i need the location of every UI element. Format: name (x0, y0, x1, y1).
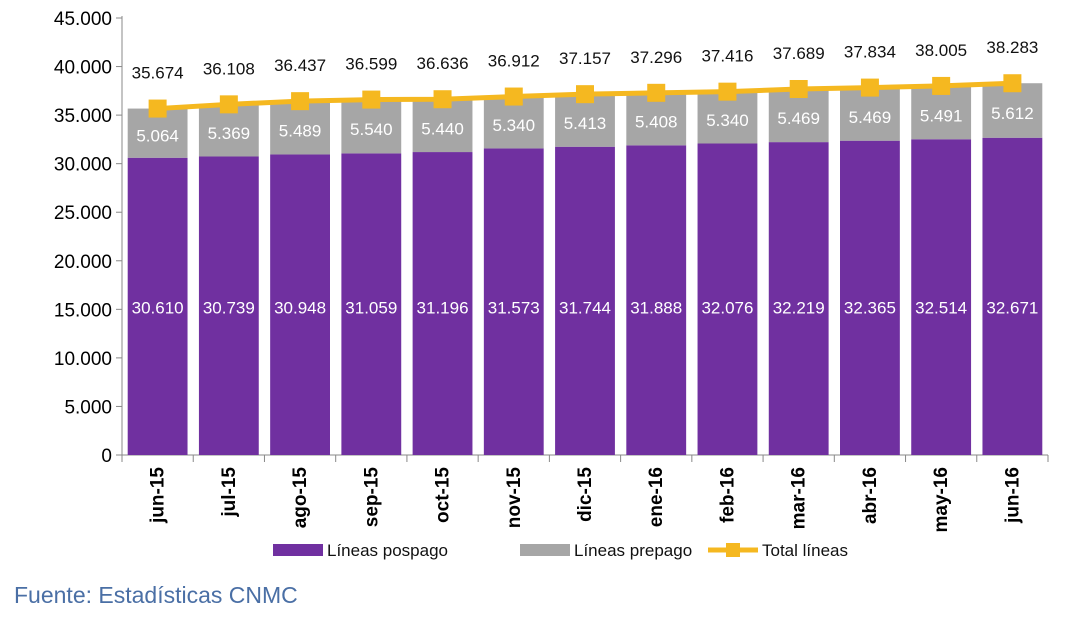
bar-pospago (270, 154, 330, 455)
x-tick-label: feb-16 (717, 467, 738, 523)
total-marker (718, 82, 737, 101)
y-tick-label: 10.000 (54, 349, 112, 370)
label-prepago: 5.369 (208, 124, 251, 143)
label-pospago: 32.365 (844, 298, 896, 317)
bar-pospago (198, 156, 259, 455)
y-tick-label: 30.000 (54, 155, 112, 176)
legend-label: Líneas pospago (327, 541, 448, 560)
x-tick-label: nov-15 (504, 467, 525, 529)
legend-swatch (520, 544, 570, 556)
x-tick-label: jun-15 (148, 467, 169, 524)
label-total: 36.599 (345, 55, 397, 74)
bar-pospago (840, 140, 900, 455)
label-prepago: 5.408 (635, 113, 678, 132)
label-pospago: 30.948 (274, 298, 326, 317)
label-pospago: 31.744 (559, 298, 611, 317)
bar-pospago (626, 145, 687, 455)
x-tick-label: ene-16 (646, 467, 667, 527)
label-prepago: 5.612 (991, 104, 1034, 123)
y-tick-label: 40.000 (54, 58, 112, 79)
label-total: 37.689 (773, 44, 825, 63)
label-pospago: 30.739 (203, 298, 255, 317)
x-tick-label: sep-15 (361, 467, 382, 528)
label-prepago: 5.540 (350, 120, 393, 139)
total-marker (789, 79, 808, 98)
x-tick-label: jul-15 (219, 467, 240, 518)
legend-swatch (273, 544, 323, 556)
label-total: 36.636 (417, 54, 469, 73)
label-prepago: 5.413 (564, 114, 607, 133)
total-marker (433, 90, 452, 109)
label-total: 38.005 (915, 41, 967, 60)
label-prepago: 5.340 (706, 111, 749, 130)
label-prepago: 5.469 (777, 109, 820, 128)
x-tick-label: jun-16 (1002, 467, 1023, 524)
total-marker (219, 95, 238, 114)
label-pospago: 31.059 (345, 298, 397, 317)
label-total: 36.912 (488, 52, 540, 71)
label-total: 37.834 (844, 43, 896, 62)
label-prepago: 5.469 (849, 108, 892, 127)
x-tick-label: mar-16 (789, 467, 810, 529)
total-marker (576, 85, 594, 104)
y-tick-label: 15.000 (54, 300, 112, 321)
label-prepago: 5.064 (136, 127, 179, 146)
bar-pospago (982, 137, 1043, 456)
x-tick-label: abr-16 (860, 467, 881, 524)
legend-label: Total líneas (762, 541, 848, 560)
y-tick-label: 20.000 (54, 252, 112, 273)
label-pospago: 32.076 (701, 298, 753, 317)
label-pospago: 32.514 (915, 298, 967, 317)
bar-pospago (483, 148, 544, 455)
bar-pospago (341, 153, 402, 455)
total-marker (504, 87, 523, 106)
total-marker (148, 99, 167, 118)
x-tick-label: may-16 (931, 467, 952, 533)
label-total: 36.108 (203, 59, 255, 78)
label-total: 37.157 (559, 49, 611, 68)
y-tick-label: 35.000 (54, 106, 112, 127)
total-marker (860, 78, 879, 97)
x-tick-label: dic-15 (575, 467, 596, 522)
y-tick-label: 25.000 (54, 203, 112, 224)
label-prepago: 5.440 (421, 119, 464, 138)
x-tick-label: oct-15 (433, 467, 454, 523)
total-marker (647, 83, 666, 102)
label-total: 37.296 (630, 48, 682, 67)
label-pospago: 32.219 (773, 298, 825, 317)
source-note: Fuente: Estadísticas CNMC (14, 582, 298, 608)
label-pospago: 31.196 (417, 298, 469, 317)
total-marker (932, 76, 951, 95)
label-prepago: 5.491 (920, 106, 963, 125)
bar-pospago (911, 139, 972, 455)
label-prepago: 5.340 (492, 116, 535, 135)
label-prepago: 5.489 (279, 121, 322, 140)
total-marker (362, 90, 381, 109)
bar-prepago (982, 83, 1043, 138)
y-tick-label: 0 (101, 446, 112, 467)
bar-pospago (412, 152, 473, 455)
y-tick-label: 45.000 (54, 9, 112, 30)
label-total: 37.416 (701, 47, 753, 66)
bar-pospago (768, 142, 829, 455)
bar-pospago (697, 143, 758, 455)
label-pospago: 30.610 (132, 298, 184, 317)
label-total: 36.437 (274, 56, 326, 75)
total-marker (1003, 74, 1022, 93)
y-tick-label: 5.000 (64, 397, 112, 418)
label-total: 38.283 (986, 38, 1038, 57)
label-total: 35.674 (132, 64, 184, 83)
label-pospago: 31.888 (630, 298, 682, 317)
legend-swatch-total-marker (726, 543, 740, 557)
bar-pospago (127, 157, 188, 455)
legend-label: Líneas prepago (574, 541, 692, 560)
label-pospago: 32.671 (986, 298, 1038, 317)
total-marker (291, 92, 310, 111)
bar-pospago (555, 146, 615, 456)
lines-chart: 0 5.000 10.000 15.000 20.000 25.000 30.000 35.0… (54, 9, 1049, 560)
x-tick-label: ago-15 (290, 467, 311, 529)
label-pospago: 31.573 (488, 298, 540, 317)
